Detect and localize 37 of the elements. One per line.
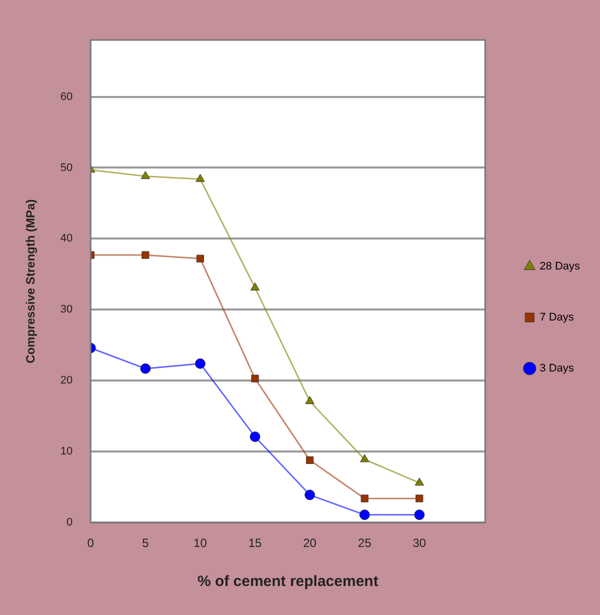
point (196, 174, 205, 182)
x-tick-label: 15 (248, 536, 262, 550)
y-axis-title: Compressive Strength (MPa) (24, 199, 38, 364)
point (250, 431, 260, 442)
y-tick-label: 50 (60, 162, 73, 174)
point (250, 282, 260, 290)
point (359, 510, 370, 520)
point (360, 454, 370, 462)
x-axis-title: % of cement replacement (197, 573, 378, 590)
legend-label: 3 Days (540, 362, 574, 375)
point (305, 396, 314, 404)
x-tick-label: 0 (87, 536, 94, 550)
point (304, 490, 316, 500)
x-tick-label: 10 (194, 536, 208, 550)
point (360, 494, 368, 502)
y-tick-label: 10 (60, 446, 73, 458)
point (140, 363, 151, 374)
x-tick-label: 5 (142, 536, 150, 550)
point (416, 494, 424, 502)
point (414, 510, 425, 520)
point (251, 374, 259, 382)
x-tick-label: 30 (412, 536, 426, 550)
x-tick-label: 25 (358, 536, 372, 550)
y-tick-label: 30 (60, 304, 73, 316)
point (306, 456, 314, 464)
y-tick-label: 40 (60, 232, 73, 245)
y-tick-label: 60 (60, 90, 73, 103)
y-tick-label: 0 (66, 516, 73, 529)
point (414, 478, 424, 486)
point (142, 251, 150, 259)
legend-label: 28 Days (540, 260, 580, 273)
point (194, 358, 206, 369)
point (196, 254, 204, 262)
legend-label: 7 Days (540, 312, 574, 324)
x-tick-label: 20 (303, 536, 317, 550)
point (140, 171, 150, 180)
y-tick-label: 20 (60, 374, 73, 387)
